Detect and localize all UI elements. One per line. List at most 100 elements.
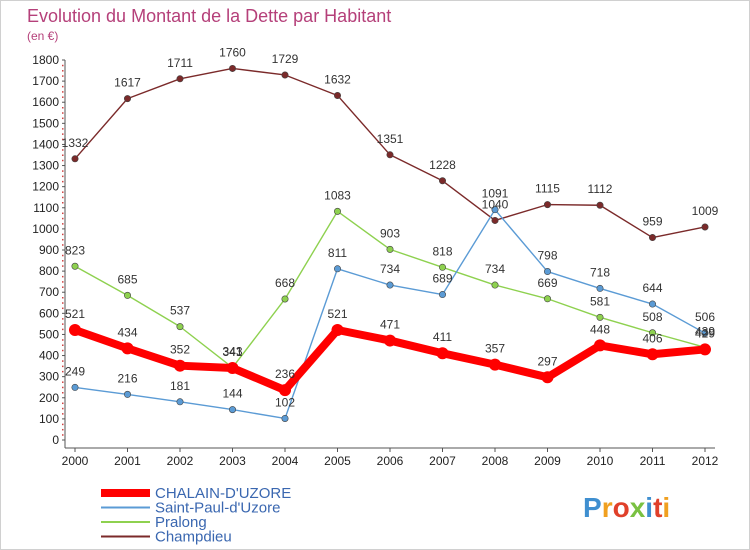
- data-point: [229, 406, 237, 414]
- y-minor-tick: [62, 344, 64, 346]
- y-minor-tick: [62, 244, 64, 246]
- data-label: 429: [695, 326, 715, 340]
- data-point: [438, 177, 446, 185]
- data-label: 1083: [324, 188, 351, 202]
- data-label: 1617: [114, 76, 141, 90]
- data-label: 508: [642, 310, 662, 324]
- data-label: 341: [222, 345, 242, 359]
- data-point: [596, 313, 604, 321]
- data-label: 689: [432, 272, 452, 286]
- data-label: 685: [117, 272, 137, 286]
- y-minor-tick: [62, 381, 64, 383]
- x-tick-label: 2003: [219, 454, 246, 468]
- data-label: 1112: [588, 182, 613, 196]
- y-tick-label: 1400: [32, 137, 59, 151]
- x-tick-label: 2008: [482, 454, 509, 468]
- logo-letter: x: [630, 492, 646, 523]
- series-champdieu: [71, 64, 709, 242]
- y-minor-tick: [62, 370, 64, 373]
- y-minor-tick: [62, 260, 64, 262]
- y-tick-label: 200: [39, 391, 59, 405]
- y-minor-tick: [62, 180, 64, 183]
- data-label: 1009: [692, 204, 719, 218]
- data-point: [71, 383, 79, 391]
- data-point: [541, 371, 554, 384]
- data-point: [384, 334, 396, 347]
- data-label: 644: [642, 281, 662, 295]
- y-tick-label: 1000: [32, 222, 59, 236]
- data-point: [333, 265, 341, 273]
- data-point: [436, 347, 449, 360]
- y-minor-tick: [62, 365, 64, 368]
- data-point: [281, 414, 289, 422]
- y-minor-tick: [62, 217, 64, 220]
- data-label: 343: [222, 345, 242, 359]
- data-point: [386, 245, 394, 253]
- logo-letter: i: [645, 492, 653, 523]
- series-layer: [69, 64, 711, 422]
- data-label: 668: [275, 276, 295, 290]
- y-minor-tick: [62, 138, 64, 141]
- x-tick-label: 2001: [114, 454, 141, 468]
- y-minor-tick: [62, 96, 64, 98]
- y-minor-tick: [62, 392, 64, 394]
- data-label: 537: [170, 304, 190, 318]
- logo-letter: r: [602, 492, 613, 523]
- data-label: 1091: [482, 187, 509, 201]
- y-minor-tick: [62, 281, 64, 283]
- y-tick-label: 700: [39, 285, 59, 299]
- data-label: 1711: [167, 56, 193, 70]
- data-point: [176, 398, 184, 406]
- y-minor-tick: [62, 413, 64, 415]
- logo-letter: o: [613, 492, 630, 523]
- y-minor-tick: [62, 318, 64, 320]
- y-tick-label: 1700: [32, 74, 59, 88]
- x-tick-label: 2005: [324, 454, 351, 468]
- y-tick-label: 0: [52, 433, 59, 447]
- y-minor-tick: [62, 75, 64, 77]
- y-tick-label: 100: [39, 412, 59, 426]
- data-label: 1040: [482, 197, 509, 211]
- y-tick-label: 800: [39, 264, 59, 278]
- data-point: [386, 281, 394, 289]
- x-tick-label: 2011: [640, 454, 666, 468]
- data-label: 297: [537, 354, 557, 368]
- data-point: [124, 390, 132, 398]
- y-minor-tick: [62, 328, 64, 331]
- data-label: 1332: [62, 136, 89, 150]
- y-tick-label: 1500: [32, 116, 59, 130]
- data-point: [646, 348, 659, 361]
- data-point: [648, 234, 656, 242]
- data-label: 236: [275, 367, 295, 381]
- logo-letter: t: [653, 492, 662, 523]
- y-minor-tick: [62, 238, 64, 241]
- y-minor-tick: [62, 154, 64, 156]
- x-tick-label: 2007: [429, 454, 456, 468]
- y-tick-label: 1100: [33, 201, 59, 215]
- chart-subtitle: (en €): [27, 29, 58, 43]
- data-point: [71, 262, 79, 270]
- y-minor-tick: [62, 265, 64, 267]
- y-minor-tick: [62, 407, 64, 410]
- data-point: [491, 281, 499, 289]
- data-point: [174, 359, 186, 372]
- y-minor-tick: [62, 323, 64, 325]
- y-minor-tick: [62, 434, 64, 436]
- y-minor-tick: [62, 402, 64, 405]
- data-point: [701, 223, 709, 231]
- data-label: 434: [117, 325, 137, 339]
- x-tick-label: 2006: [377, 454, 404, 468]
- y-minor-tick: [62, 196, 64, 199]
- data-label: 1351: [377, 132, 404, 146]
- data-point: [596, 284, 604, 292]
- y-minor-tick: [62, 85, 64, 88]
- data-point: [489, 358, 501, 371]
- data-label: 506: [695, 310, 715, 324]
- y-minor-tick: [62, 202, 64, 204]
- data-labels: 1332 1617 1711 1760 1729 1632 1351 1228 1040 1115…: [62, 45, 719, 409]
- y-minor-tick: [62, 386, 64, 389]
- data-label: 1115: [535, 182, 560, 196]
- data-label: 811: [328, 246, 347, 260]
- data-point: [124, 291, 132, 299]
